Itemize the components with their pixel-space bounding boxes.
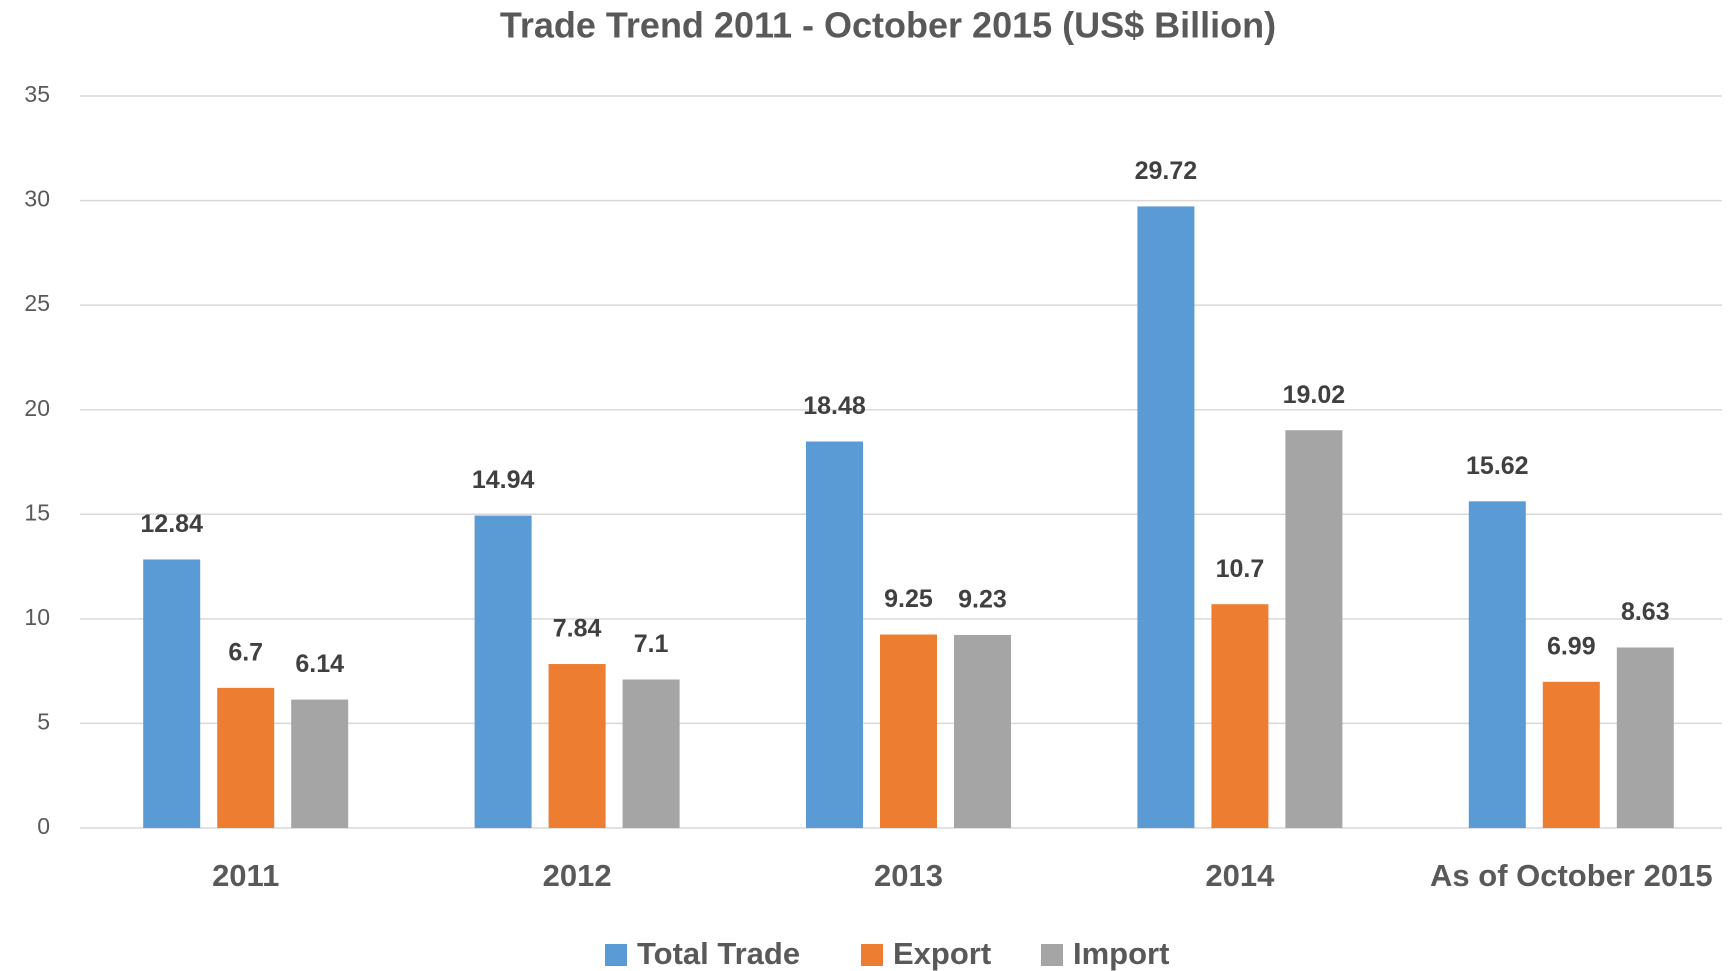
x-tick-label: 2013 [874,858,943,893]
data-label: 15.62 [1466,452,1529,480]
bar [143,559,201,828]
bar [622,679,680,828]
x-tick-label: 2011 [212,858,279,893]
data-label: 29.72 [1135,157,1198,185]
data-label: 12.84 [140,510,203,538]
data-label: 6.14 [295,650,344,678]
data-label: 10.7 [1216,555,1265,583]
chart-title: Trade Trend 2011 - October 2015 (US$ Bil… [500,5,1276,46]
bar [880,634,937,828]
y-tick-label: 30 [24,186,50,212]
bar [1285,430,1343,828]
data-label: 6.7 [228,638,263,666]
y-tick-label: 5 [37,709,50,735]
bar [217,687,275,828]
bar [291,699,349,828]
data-label: 14.94 [472,466,535,494]
bar [1468,501,1526,828]
x-tick-label: As of October 2015 [1430,858,1713,893]
data-label: 6.99 [1547,632,1596,660]
bar [474,515,532,828]
data-label: 7.84 [553,615,602,643]
legend-swatch [861,944,883,966]
y-tick-label: 20 [24,395,50,421]
y-tick-label: 35 [24,81,50,107]
x-tick-label: 2012 [543,858,612,893]
data-label: 7.1 [634,630,669,658]
bar [954,634,1011,828]
data-label: 9.23 [958,586,1007,614]
data-label: 9.25 [884,585,933,613]
y-tick-label: 15 [24,499,50,525]
y-tick-label: 0 [37,813,50,839]
legend-label: Total Trade [637,936,800,971]
y-tick-label: 10 [24,604,50,630]
bar [1137,206,1195,828]
y-tick-label: 25 [24,290,50,316]
data-label: 19.02 [1283,381,1346,409]
legend-label: Import [1073,936,1169,971]
bar [548,664,606,828]
x-tick-label: 2014 [1205,858,1275,893]
data-label: 18.48 [803,392,866,420]
bar [1211,604,1269,828]
legend-swatch [1041,944,1063,966]
bar [1616,647,1674,828]
legend-label: Export [893,936,991,971]
bar [1542,681,1600,828]
bar [806,441,863,828]
legend-swatch [605,944,627,966]
data-label: 8.63 [1621,598,1670,626]
